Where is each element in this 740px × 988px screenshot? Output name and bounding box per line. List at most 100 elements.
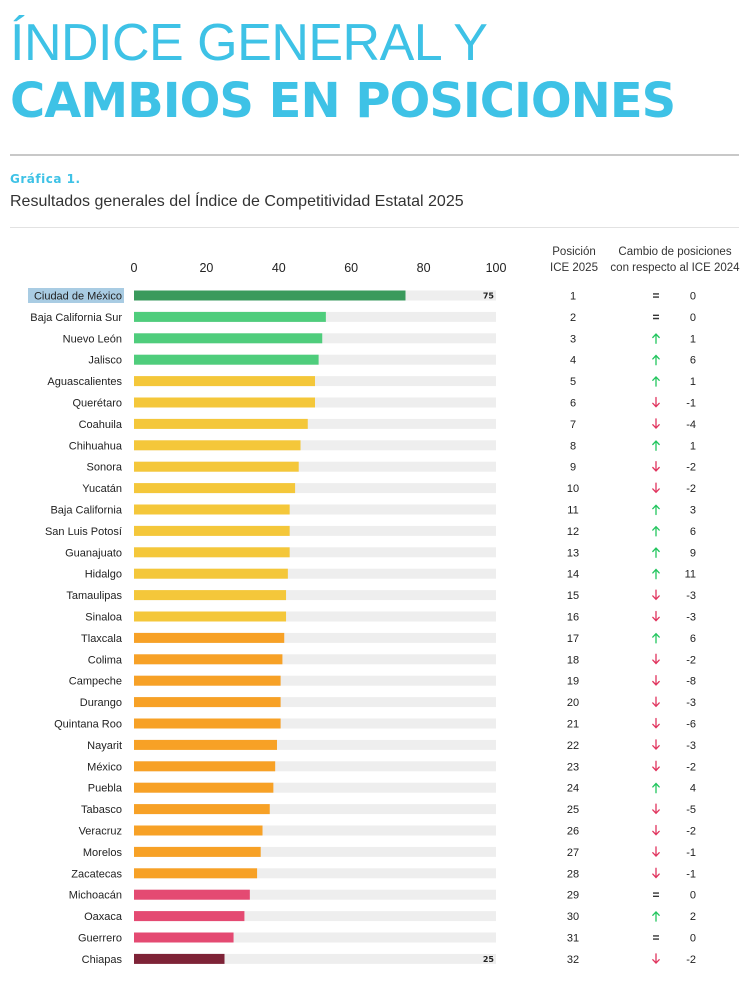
position-value: 12 [567, 526, 579, 538]
position-value: 11 [567, 505, 578, 517]
change-value: -3 [686, 740, 696, 752]
bar-track [134, 461, 496, 472]
bar [134, 525, 290, 536]
arrow-down-icon [652, 824, 660, 836]
arrow-up-icon [652, 547, 660, 558]
change-value: -4 [686, 419, 696, 431]
bar [134, 804, 270, 815]
state-label: Sonora [87, 462, 123, 474]
x-tick-label: 80 [417, 261, 431, 275]
change-value: -1 [686, 398, 696, 410]
bar-track [134, 718, 496, 729]
state-label: Zacatecas [71, 868, 122, 880]
arrow-down-icon [652, 589, 660, 601]
bar [134, 846, 261, 857]
equals-icon [653, 293, 659, 298]
bar [134, 290, 406, 301]
bar-track [134, 804, 496, 815]
change-value: 4 [690, 783, 696, 795]
bar [134, 675, 281, 686]
change-value: -2 [686, 462, 696, 474]
arrow-down-icon [652, 482, 660, 494]
state-label: Durango [80, 697, 122, 709]
bar [134, 953, 225, 964]
equals-icon [653, 935, 659, 940]
bar [134, 483, 296, 494]
state-label: Oaxaca [84, 911, 123, 923]
bar-track [134, 911, 496, 922]
equals-icon [653, 892, 659, 897]
position-value: 7 [570, 419, 576, 431]
arrow-down-icon [652, 396, 660, 408]
change-value: 0 [690, 312, 696, 324]
arrow-down-icon [652, 675, 660, 686]
position-value: 4 [570, 355, 576, 367]
divider [10, 154, 739, 156]
bar [134, 932, 234, 943]
bar-track [134, 632, 496, 643]
position-value: 28 [567, 868, 579, 880]
bar-track [134, 953, 496, 964]
position-value: 14 [567, 569, 579, 581]
state-label: Nayarit [87, 740, 122, 752]
arrow-up-icon [652, 375, 660, 387]
arrow-up-icon [652, 910, 660, 922]
state-label: Quintana Roo [54, 719, 122, 731]
figure-label: Gráfica 1. [10, 172, 81, 186]
arrow-down-icon [652, 760, 660, 772]
change-column-header: Cambio de posiciones con respecto al ICE… [610, 246, 740, 274]
bar [134, 782, 274, 793]
state-label: Baja California [50, 505, 122, 517]
position-value: 16 [567, 612, 579, 624]
state-label: Morelos [83, 847, 123, 859]
bar [134, 311, 326, 322]
position-column-header: Posición ICE 2025 [550, 246, 598, 274]
change-value: 0 [690, 291, 696, 303]
state-label: Guanajuato [65, 547, 122, 559]
change-value: 0 [690, 933, 696, 945]
position-value: 19 [567, 676, 579, 688]
bar-track [134, 568, 496, 579]
bar [134, 376, 315, 387]
position-value: 31 [567, 933, 579, 945]
divider [10, 227, 739, 228]
x-tick-label: 100 [486, 261, 507, 275]
state-label: Sinaloa [85, 612, 123, 624]
bar-track [134, 825, 496, 836]
arrow-down-icon [652, 610, 660, 622]
bar [134, 825, 263, 836]
bar [134, 654, 283, 665]
position-value: 5 [570, 376, 576, 388]
state-label: Hidalgo [85, 569, 122, 581]
arrow-up-icon [652, 525, 660, 537]
change-value: 0 [690, 890, 696, 902]
state-label: Chiapas [82, 954, 123, 966]
arrow-up-icon [652, 354, 660, 366]
arrow-down-icon [652, 803, 660, 815]
bar-track [134, 761, 496, 772]
arrow-down-icon [652, 461, 660, 472]
bar [134, 697, 281, 708]
position-value: 3 [570, 333, 576, 345]
arrow-down-icon [652, 717, 660, 729]
change-value: -3 [686, 697, 696, 709]
position-value: 27 [567, 847, 579, 859]
arrow-up-icon [652, 333, 660, 344]
change-value: -8 [686, 676, 696, 688]
position-value: 9 [570, 462, 576, 474]
arrow-down-icon [652, 846, 660, 858]
change-value: 1 [690, 440, 696, 452]
change-value: 6 [690, 526, 696, 538]
x-tick-label: 60 [344, 261, 358, 275]
position-value: 17 [567, 633, 579, 645]
data-label: 75 [483, 292, 495, 301]
bar-track [134, 483, 496, 494]
bar-track [134, 654, 496, 665]
bar-track [134, 590, 496, 601]
bar [134, 440, 301, 451]
bar [134, 868, 258, 879]
change-value: 1 [690, 376, 696, 388]
bar-track [134, 868, 496, 879]
state-label: Nuevo León [63, 333, 122, 345]
